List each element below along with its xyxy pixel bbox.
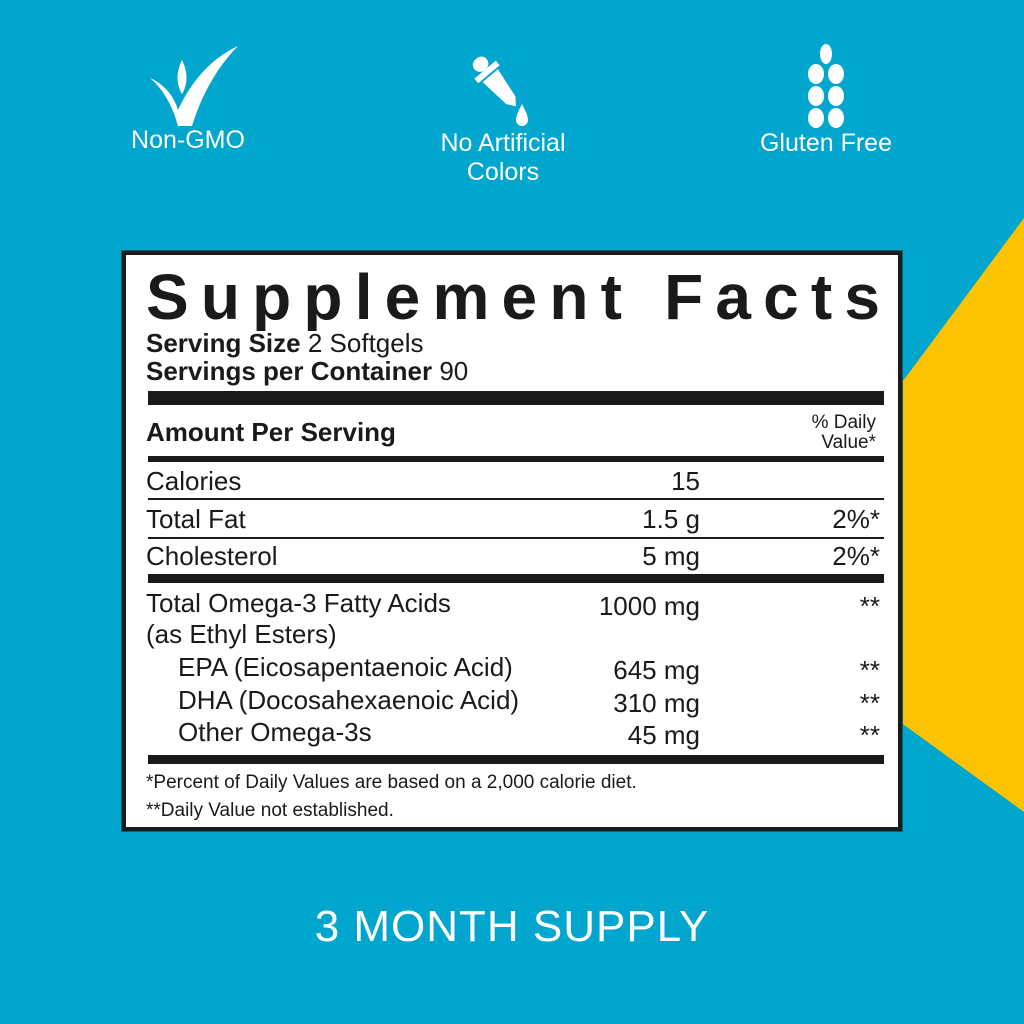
row-dv: ** [859,720,880,750]
checkmark-sprout-icon [150,46,238,126]
divider-thick [148,574,884,583]
row-amount: 645 mg [613,655,700,685]
badge-label-non-gmo: Non-GMO [131,126,245,154]
row-amount: 5 mg [642,541,700,571]
footnote-not-established: **Daily Value not established. [146,800,394,821]
row-dv: ** [859,655,880,685]
dropper-icon [472,56,528,126]
badge-label-no-artificial-colors: No Artificial Colors [383,129,623,187]
row-amount: 310 mg [613,688,700,718]
divider-thin [148,537,884,539]
row-name: Total Omega-3 Fatty Acids [146,588,451,618]
divider-thick [148,391,884,405]
row-name: DHA (Docosahexaenoic Acid) [178,685,520,715]
divider-thin [148,498,884,500]
divider-medium [148,456,884,462]
row-amount: 45 mg [627,720,700,750]
badge-label-gluten-free: Gluten Free [759,129,892,157]
row-dv: 2%* [832,504,880,534]
footnote-daily-values: *Percent of Daily Values are based on a … [146,772,637,793]
badge-label-line2: Colors [466,158,540,186]
dv-header-line1: % Daily [811,412,876,433]
facts-title-text: Supplement Facts [146,261,880,331]
row-amount: 15 [671,466,700,496]
row-dv: ** [859,688,880,718]
amount-per-serving-header: Amount Per Serving [146,417,396,447]
row-name: EPA (Eicosapentaenoic Acid) [178,652,513,682]
row-name: Total Fat [146,504,246,534]
row-name: Calories [146,466,242,496]
serving-size-label: Serving Size [146,328,301,358]
row-subname: (as Ethyl Esters) [146,619,337,649]
row-name: Other Omega-3s [178,717,372,747]
daily-value-header: % Daily Value* [812,413,876,453]
row-dv: ** [859,591,880,621]
badge-label-line1: No Artificial [440,129,566,157]
serving-size-value: 2 Softgels [307,328,424,358]
row-dv: 2%* [832,541,880,571]
supply-duration-text: 3 MONTH SUPPLY [314,902,710,951]
divider-thick [148,755,884,764]
servings-per-container-value: 90 [439,356,469,386]
servings-per-container-label: Servings per Container [146,356,433,386]
row-amount: 1.5 g [642,504,700,534]
dv-header-line2: Value* [821,432,876,453]
facts-title: Supplement Facts [146,261,880,331]
row-amount: 1000 mg [598,591,700,621]
wheat-icon [808,44,844,128]
row-name: Cholesterol [146,541,278,571]
supplement-facts-panel: Supplement Facts Serving Size 2 Softgels… [122,251,902,831]
